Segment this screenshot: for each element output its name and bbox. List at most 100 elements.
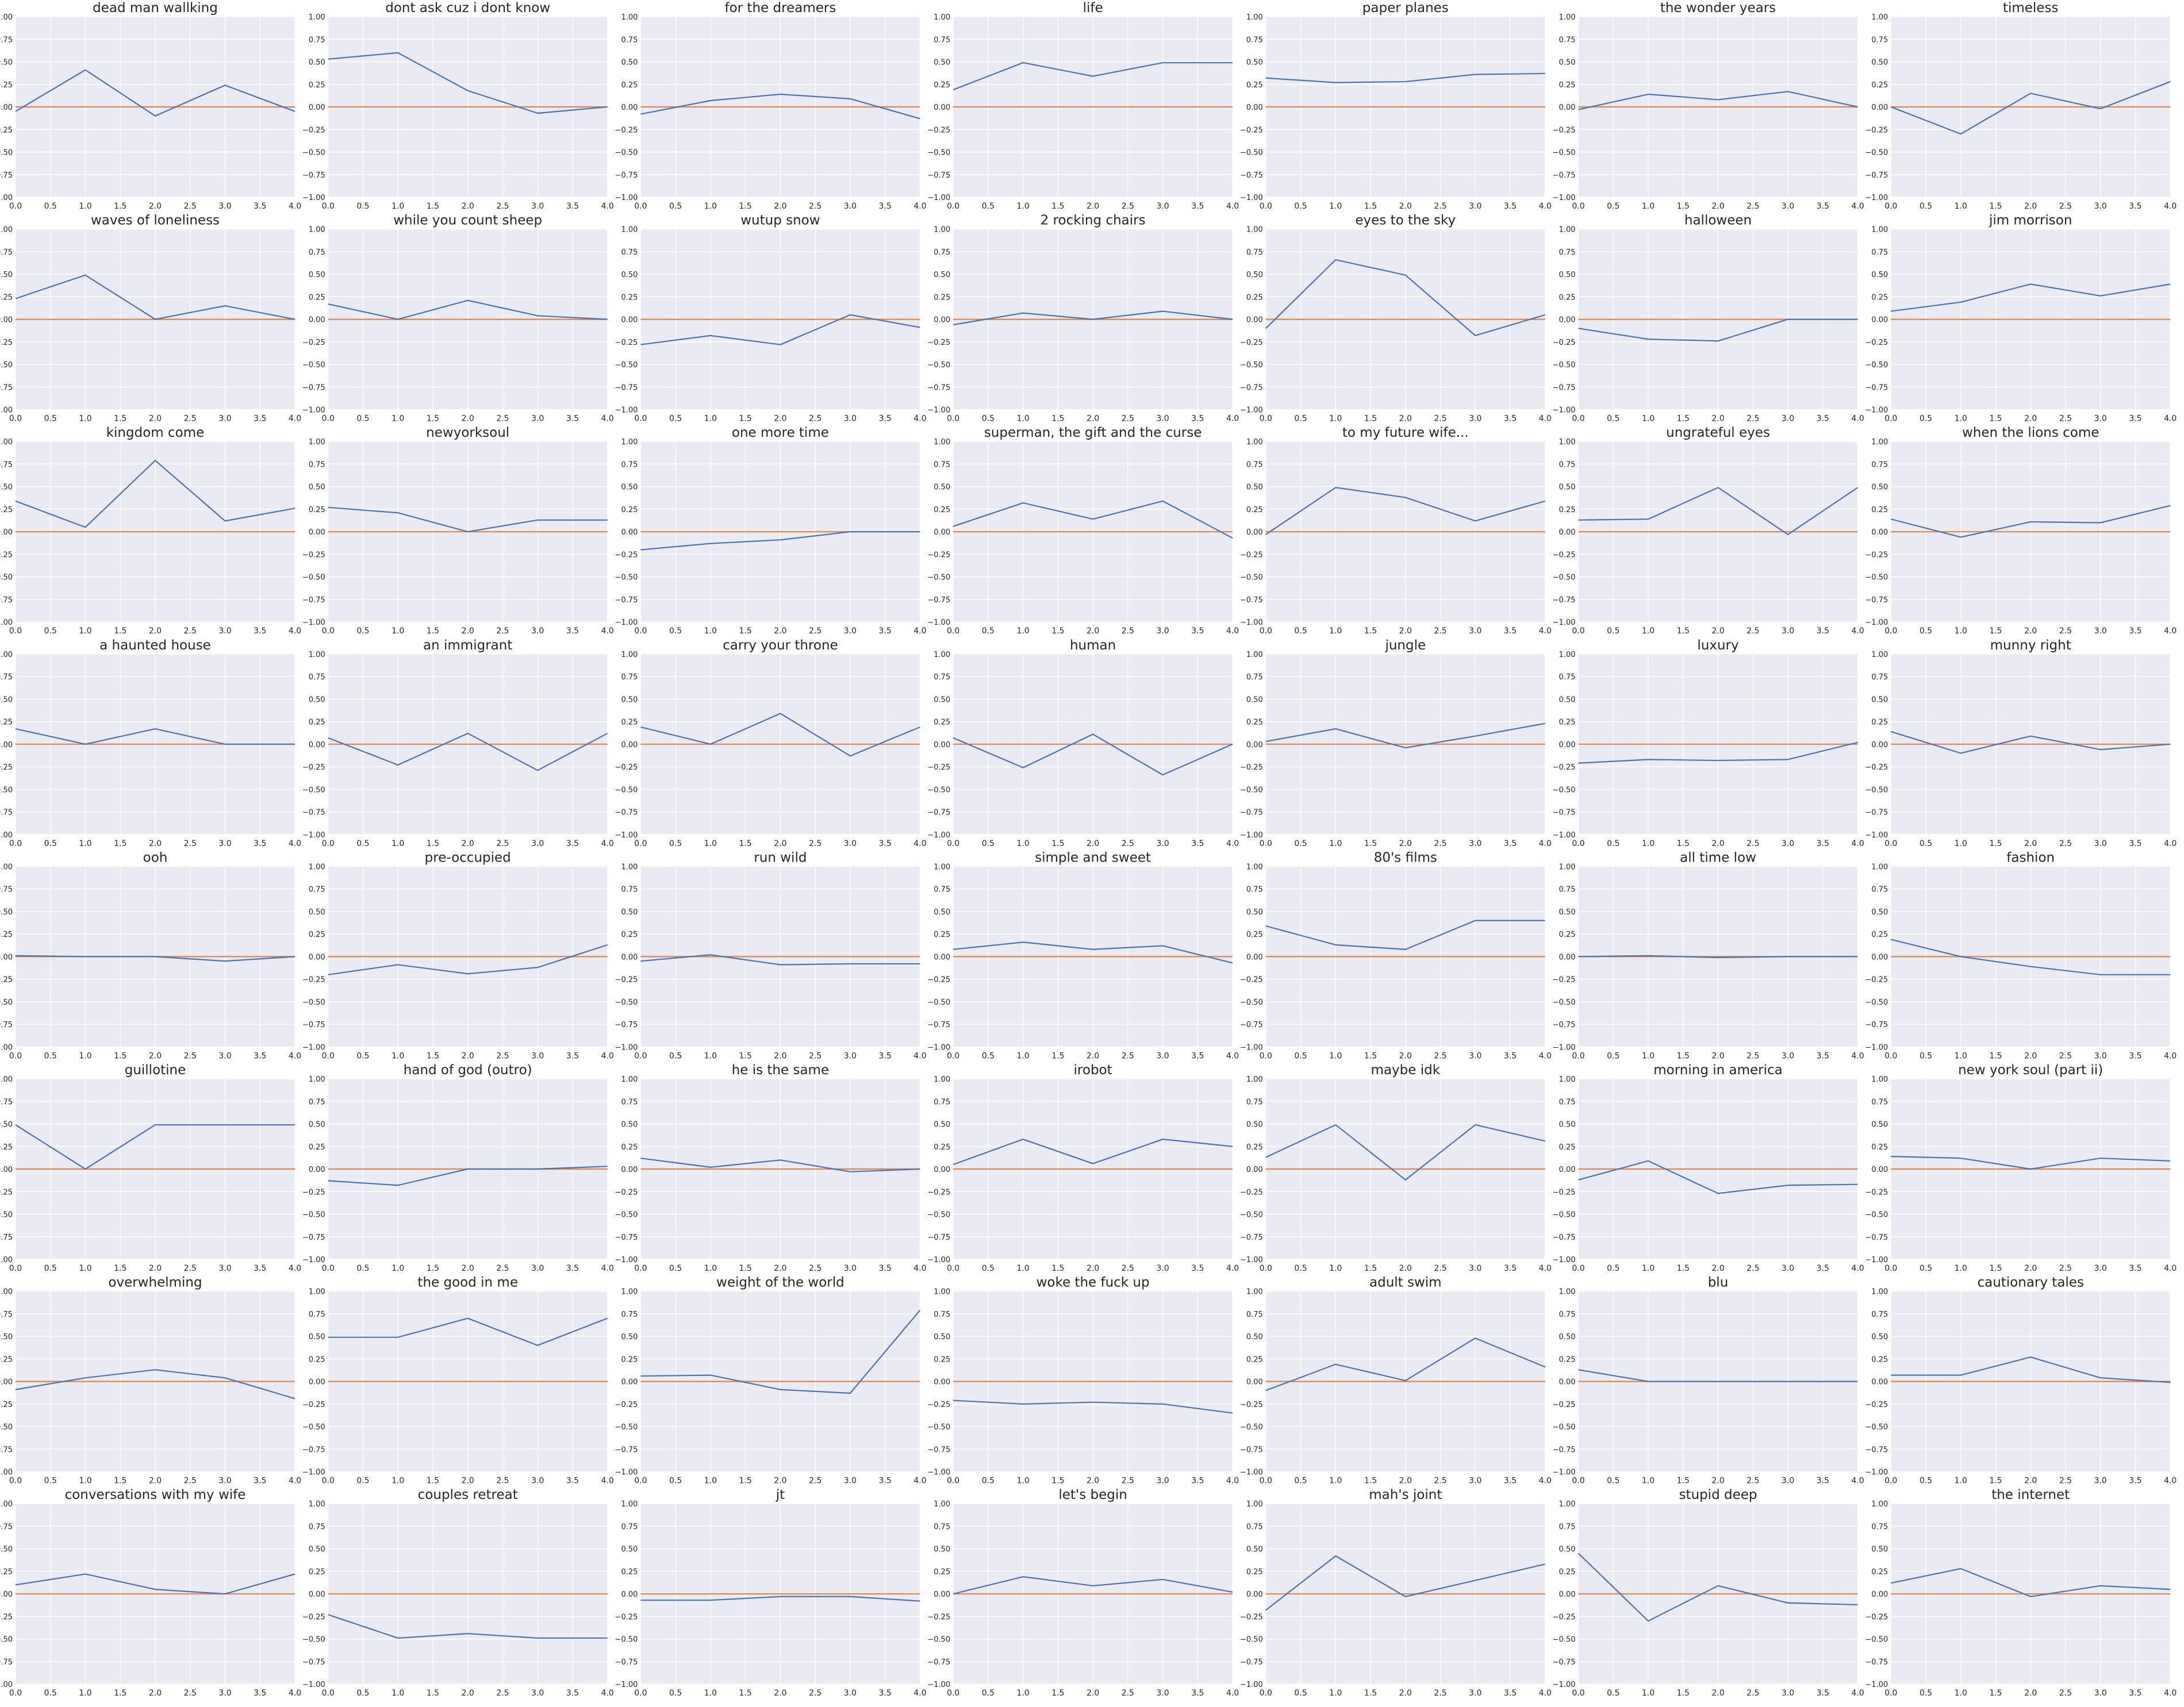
series-line — [1578, 91, 1858, 110]
y-tick-label: 0.00 — [1871, 103, 1888, 112]
y-tick-label: 0.00 — [0, 103, 13, 112]
y-tick-label: −1.00 — [1240, 831, 1263, 840]
y-tick-label: −0.25 — [927, 551, 950, 559]
x-tick-label: 3.5 — [1191, 1477, 1204, 1486]
x-tick-label: 2.5 — [496, 202, 509, 211]
y-tick-label: 0.75 — [1871, 248, 1888, 257]
y-tick-label: −0.25 — [927, 976, 950, 985]
y-tick-label: −0.75 — [1865, 1658, 1888, 1667]
x-tick-label: 4.0 — [1851, 1477, 1864, 1486]
x-tick-label: 1.5 — [1677, 1477, 1690, 1486]
x-tick-label: 0.5 — [669, 1689, 682, 1698]
y-tick-label: 0.75 — [934, 673, 950, 682]
x-tick-label: 3.0 — [1469, 414, 1481, 424]
subplot: 0.0 0.5 1.0 1.5 2.0 2.5 3.0 3.5 4.0 1.00 0.75 0.50 0… — [1240, 1275, 1552, 1486]
y-tick-label: 0.50 — [934, 59, 950, 67]
x-tick-label: 1.5 — [427, 1051, 439, 1060]
series-line — [1578, 1369, 1858, 1382]
x-tick-label: 1.0 — [1016, 1477, 1029, 1486]
x-tick-label: 2.5 — [1122, 839, 1134, 848]
subplot: 0.0 0.5 1.0 1.5 2.0 2.5 3.0 3.5 4.0 1.00 0.75 0.50 0… — [615, 425, 927, 636]
y-tick-label: −0.50 — [0, 786, 13, 794]
y-tick-label: 0.75 — [0, 1310, 13, 1319]
x-tick-label: 4.0 — [1539, 1264, 1552, 1273]
y-tick-label: −0.25 — [0, 126, 13, 134]
x-tick-label: 3.5 — [879, 414, 892, 424]
y-tick-label: −0.50 — [1240, 1211, 1263, 1220]
y-tick-label: 0.00 — [621, 1590, 638, 1599]
y-tick-label: 0.75 — [1559, 673, 1576, 682]
x-tick-label: 1.5 — [1364, 1477, 1377, 1486]
x-tick-label: 1.5 — [739, 414, 752, 424]
subplot-title: he is the same — [732, 1063, 829, 1078]
y-tick-label: 1.00 — [0, 438, 13, 447]
subplot-title: timeless — [2003, 1, 2058, 16]
subplot: 0.0 0.5 1.0 1.5 2.0 2.5 3.0 3.5 4.0 1.00 0.75 0.50 0… — [1553, 1487, 1864, 1698]
y-tick-label: 0.75 — [621, 673, 638, 682]
x-tick-label: 1.0 — [79, 626, 91, 636]
y-tick-label: 1.00 — [1871, 651, 1888, 659]
y-tick-label: −0.50 — [302, 1636, 325, 1644]
y-tick-label: −0.75 — [927, 1021, 950, 1029]
x-tick-label: 3.0 — [1156, 1477, 1169, 1486]
y-tick-label: 0.00 — [1871, 316, 1888, 325]
x-tick-label: 2.5 — [1434, 626, 1446, 636]
subplot: 0.0 0.5 1.0 1.5 2.0 2.5 3.0 3.5 4.0 1.00 0.75 0.50 0… — [615, 1063, 927, 1273]
y-tick-label: −0.75 — [1865, 1233, 1888, 1242]
x-tick-label: 1.0 — [79, 839, 91, 848]
y-tick-label: 1.00 — [309, 1075, 325, 1084]
y-tick-label: 0.50 — [0, 1333, 13, 1341]
y-tick-label: 0.00 — [1871, 1590, 1888, 1599]
x-tick-label: 3.5 — [566, 1689, 579, 1698]
y-tick-label: −0.75 — [1553, 1021, 1576, 1029]
subplot: 0.0 0.5 1.0 1.5 2.0 2.5 3.0 3.5 4.0 1.00 0.75 0.50 0… — [1240, 425, 1552, 636]
x-tick-label: 3.5 — [1504, 626, 1517, 636]
y-tick-label: −0.50 — [0, 574, 13, 582]
x-tick-label: 0.0 — [1572, 1689, 1584, 1698]
x-tick-label: 0.0 — [1572, 1051, 1584, 1060]
x-tick-label: 4.0 — [1851, 202, 1864, 211]
x-tick-label: 3.5 — [254, 1689, 266, 1698]
x-tick-label: 3.0 — [844, 414, 857, 424]
y-tick-label: −0.50 — [1865, 998, 1888, 1007]
series-line — [953, 310, 1233, 326]
y-tick-label: −0.25 — [927, 1401, 950, 1409]
y-tick-label: 0.25 — [934, 1568, 950, 1577]
y-tick-label: −0.25 — [0, 1613, 13, 1621]
x-tick-label: 1.5 — [1989, 1264, 2002, 1273]
y-tick-label: 0.50 — [934, 1333, 950, 1341]
x-tick-label: 3.5 — [1504, 1689, 1517, 1698]
x-tick-label: 1.0 — [1642, 414, 1655, 424]
subplot-title: an immigrant — [423, 638, 512, 653]
x-tick-label: 0.0 — [947, 1477, 959, 1486]
x-tick-label: 1.5 — [1677, 1264, 1690, 1273]
x-tick-label: 3.0 — [1782, 414, 1794, 424]
y-tick-label: 0.25 — [309, 293, 325, 302]
y-tick-label: 1.00 — [309, 863, 325, 871]
x-tick-label: 1.5 — [427, 202, 439, 211]
series-line — [328, 52, 608, 114]
series-line — [1265, 722, 1545, 749]
x-tick-label: 0.5 — [356, 626, 369, 636]
y-tick-label: 1.00 — [1871, 1288, 1888, 1297]
y-tick-label: 0.25 — [621, 1355, 638, 1364]
series-line — [953, 1400, 1233, 1414]
x-tick-label: 2.5 — [1747, 1264, 1759, 1273]
x-tick-label: 0.0 — [1260, 202, 1272, 211]
x-tick-label: 4.0 — [289, 1689, 301, 1698]
y-tick-label: −1.00 — [0, 831, 13, 840]
x-tick-label: 2.0 — [462, 626, 474, 636]
y-tick-label: 0.00 — [0, 316, 13, 325]
x-tick-label: 4.0 — [1539, 1477, 1552, 1486]
x-tick-label: 2.5 — [1434, 839, 1446, 848]
series-line — [1890, 731, 2171, 754]
x-tick-label: 3.0 — [1782, 202, 1794, 211]
subplot-title: guillotine — [125, 1063, 186, 1078]
y-tick-label: −0.50 — [615, 149, 638, 157]
x-tick-label: 0.0 — [634, 414, 647, 424]
y-tick-label: 1.00 — [1246, 651, 1263, 659]
y-tick-label: 0.50 — [621, 908, 638, 917]
subplot: 0.0 0.5 1.0 1.5 2.0 2.5 3.0 3.5 4.0 1.00 0.75 0.50 0… — [302, 425, 614, 636]
x-tick-label: 1.5 — [1989, 1051, 2002, 1060]
y-tick-label: 0.00 — [0, 528, 13, 537]
